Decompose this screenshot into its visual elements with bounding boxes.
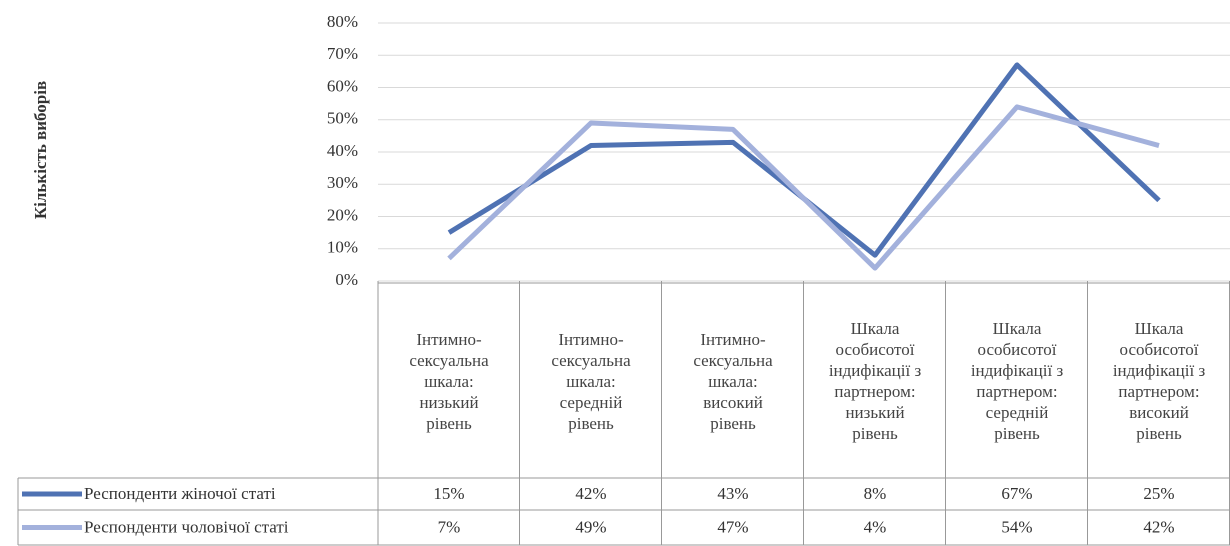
category-label: Шкала особисотої індифікації з партнером… — [1088, 284, 1230, 478]
data-label: 43% — [717, 484, 748, 503]
data-label: 54% — [1001, 517, 1032, 536]
category-label: Інтимно-сексуальна шкала: середній рівен… — [520, 284, 662, 478]
y-tick-label: 20% — [327, 205, 358, 224]
y-tick-label: 30% — [327, 173, 358, 192]
label: Шкала особисотої індифікації з партнером… — [1112, 319, 1206, 443]
y-tick-label: 80% — [327, 12, 358, 31]
y-tick-label: 60% — [327, 76, 358, 95]
y-tick-label: 70% — [327, 44, 358, 63]
label: Шкала особисотої індифікації з партнером… — [828, 319, 922, 443]
data-label: 4% — [864, 517, 887, 536]
data-label: 8% — [864, 484, 887, 503]
y-tick-label: 40% — [327, 141, 358, 160]
data-label: 7% — [438, 517, 461, 536]
data-label: 49% — [575, 517, 606, 536]
series-line — [447, 104, 1160, 271]
category-label: Інтимно-сексуальна шкала: низький рівень — [378, 284, 520, 478]
legend-label: Респонденти чоловічої статі — [84, 517, 289, 536]
y-tick-label: 10% — [327, 238, 358, 257]
label: Шкала особисотої індифікації з партнером… — [970, 319, 1064, 443]
data-label: 47% — [717, 517, 748, 536]
label: Інтимно-сексуальна шкала: високий рівень — [693, 329, 773, 433]
category-label: Інтимно-сексуальна шкала: високий рівень — [662, 284, 804, 478]
y-axis-label: Кількість виборів — [31, 81, 50, 219]
legend-label: Респонденти жіночої статі — [84, 484, 276, 503]
data-label: 67% — [1001, 484, 1032, 503]
y-tick-label: 50% — [327, 109, 358, 128]
category-label: Шкала особисотої індифікації з партнером… — [946, 284, 1088, 478]
data-label: 15% — [433, 484, 464, 503]
data-label: 25% — [1143, 484, 1174, 503]
y-tick-label: 0% — [335, 270, 358, 289]
label: Інтимно-сексуальна шкала: низький рівень — [409, 329, 489, 433]
label: Інтимно-сексуальна шкала: середній рівен… — [551, 329, 631, 433]
data-label: 42% — [575, 484, 606, 503]
data-label: 42% — [1143, 517, 1174, 536]
category-label: Шкала особисотої індифікації з партнером… — [804, 284, 946, 478]
